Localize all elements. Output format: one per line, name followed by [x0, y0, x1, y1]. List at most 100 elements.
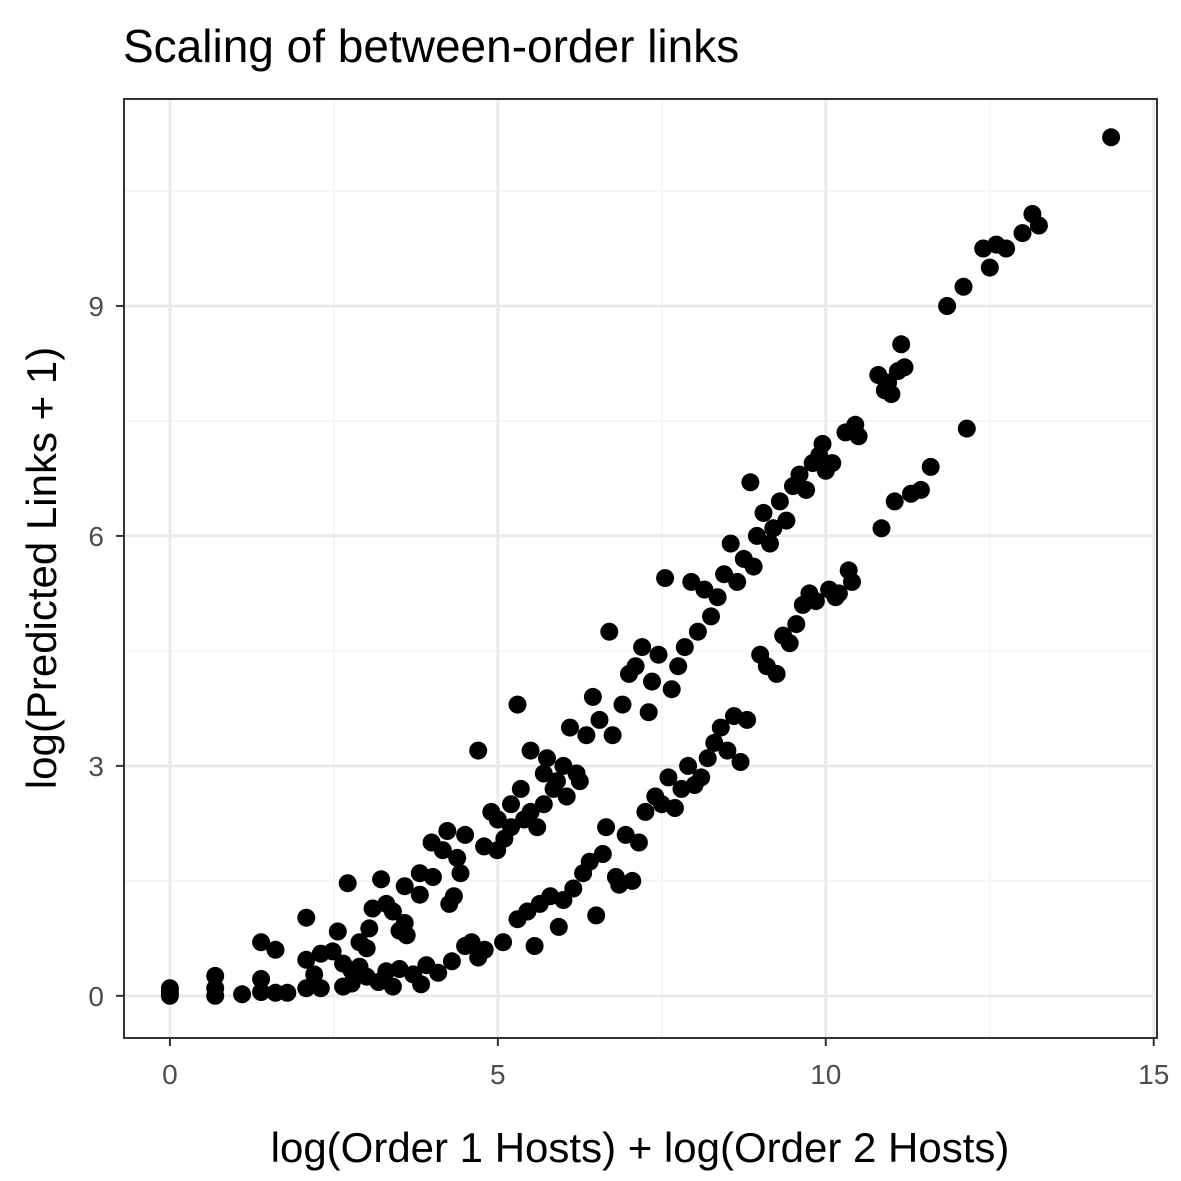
- data-point: [787, 615, 806, 634]
- data-point: [456, 825, 475, 844]
- data-point: [885, 492, 904, 511]
- data-point: [675, 638, 694, 657]
- data-point: [593, 845, 612, 863]
- data-point: [705, 733, 724, 752]
- data-point: [521, 741, 540, 760]
- data-point: [597, 818, 616, 837]
- data-point: [502, 795, 520, 814]
- data-point: [702, 607, 720, 626]
- data-point: [412, 975, 431, 994]
- data-point: [444, 887, 463, 906]
- x-tick-label: 0: [162, 1059, 178, 1090]
- data-point: [754, 503, 773, 522]
- data-point: [911, 480, 930, 499]
- data-point: [438, 822, 457, 840]
- data-point: [488, 810, 507, 829]
- data-point: [715, 565, 734, 584]
- data-point: [252, 970, 271, 988]
- data-point: [954, 277, 973, 296]
- data-point: [538, 749, 556, 768]
- data-point: [711, 718, 730, 737]
- points-layer: [160, 128, 1121, 1005]
- y-tick-label: 0: [88, 981, 104, 1012]
- data-point: [744, 557, 763, 576]
- data-point: [633, 638, 652, 657]
- data-point: [629, 833, 648, 852]
- data-point: [448, 848, 467, 867]
- data-point: [823, 454, 842, 473]
- data-point: [882, 385, 901, 404]
- data-point: [525, 937, 544, 955]
- data-point: [721, 534, 740, 553]
- data-point: [557, 787, 576, 806]
- y-tick-label: 6: [88, 521, 104, 552]
- data-point: [921, 457, 940, 476]
- data-point: [639, 703, 658, 722]
- data-point: [777, 511, 796, 530]
- data-point: [813, 434, 832, 453]
- data-point: [521, 802, 540, 821]
- y-tick-label: 9: [88, 291, 104, 322]
- data-point: [383, 902, 402, 921]
- data-point: [623, 871, 642, 890]
- data-point: [570, 772, 589, 791]
- data-point: [297, 908, 316, 927]
- data-point: [305, 965, 324, 984]
- y-tick-label: 3: [88, 751, 104, 782]
- data-point: [764, 519, 783, 538]
- data-point: [698, 749, 717, 768]
- data-point: [233, 985, 252, 1004]
- data-point: [741, 473, 760, 492]
- data-point: [829, 584, 848, 603]
- y-axis: 0 3 6 9: [88, 291, 124, 1012]
- data-point: [462, 933, 481, 952]
- data-point: [508, 695, 527, 714]
- x-axis-title: log(Order 1 Hosts) + log(Order 2 Hosts): [271, 1124, 1010, 1171]
- data-point: [643, 672, 661, 691]
- data-point: [797, 480, 816, 499]
- data-point: [872, 519, 891, 538]
- data-point: [433, 841, 452, 860]
- data-point: [564, 879, 583, 898]
- data-point: [679, 756, 698, 775]
- data-point: [266, 940, 285, 959]
- data-point: [649, 645, 668, 664]
- data-point: [395, 877, 414, 896]
- data-point: [297, 979, 316, 998]
- data-point: [206, 966, 225, 985]
- data-point: [616, 825, 635, 844]
- data-point: [656, 569, 675, 588]
- data-point: [297, 950, 316, 969]
- data-point: [360, 919, 379, 938]
- data-point: [561, 718, 579, 737]
- data-point: [806, 592, 825, 611]
- x-tick-label: 5: [490, 1059, 506, 1090]
- data-point: [669, 657, 688, 676]
- data-point: [682, 572, 701, 591]
- data-point: [636, 802, 655, 821]
- data-point: [502, 818, 520, 837]
- data-point: [731, 753, 750, 771]
- data-point: [363, 899, 382, 918]
- data-point: [695, 580, 714, 599]
- data-point: [767, 664, 786, 683]
- data-point: [549, 917, 568, 936]
- x-axis: 0 5 10 15: [162, 1038, 1169, 1090]
- data-point: [577, 726, 596, 745]
- data-point: [410, 885, 429, 904]
- data-point: [980, 258, 999, 277]
- data-point: [738, 710, 757, 729]
- data-point: [397, 926, 416, 945]
- data-point: [1029, 216, 1048, 235]
- data-point: [475, 940, 494, 959]
- data-point: [442, 952, 461, 971]
- data-point: [728, 572, 747, 591]
- data-point: [780, 634, 799, 653]
- data-point: [938, 297, 957, 315]
- data-point: [626, 657, 645, 676]
- data-point: [849, 427, 868, 446]
- data-point: [328, 922, 347, 941]
- data-point: [357, 939, 376, 958]
- data-point: [278, 983, 297, 1002]
- data-point: [469, 741, 488, 760]
